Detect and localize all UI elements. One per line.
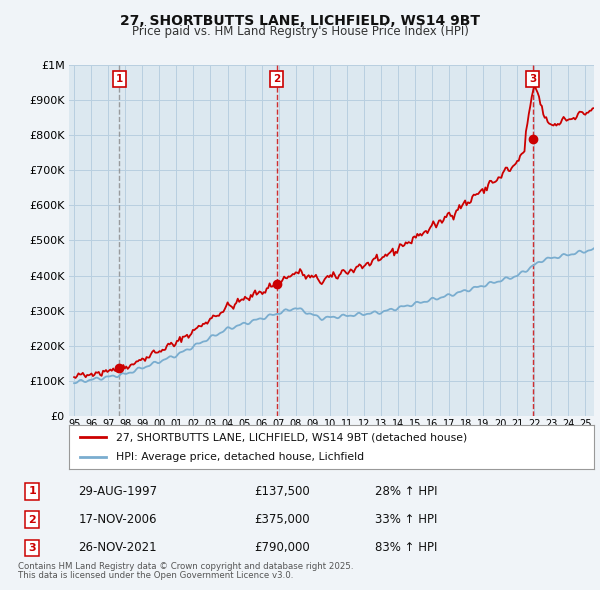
- Text: Contains HM Land Registry data © Crown copyright and database right 2025.: Contains HM Land Registry data © Crown c…: [18, 562, 353, 571]
- Text: 27, SHORTBUTTS LANE, LICHFIELD, WS14 9BT (detached house): 27, SHORTBUTTS LANE, LICHFIELD, WS14 9BT…: [116, 432, 467, 442]
- Text: 3: 3: [529, 74, 536, 84]
- Text: 26-NOV-2021: 26-NOV-2021: [78, 541, 157, 554]
- Text: 1: 1: [116, 74, 123, 84]
- Text: 3: 3: [28, 543, 36, 553]
- Text: 33% ↑ HPI: 33% ↑ HPI: [375, 513, 437, 526]
- Text: £790,000: £790,000: [254, 541, 310, 554]
- Text: £375,000: £375,000: [254, 513, 310, 526]
- Text: 2: 2: [273, 74, 280, 84]
- Text: 27, SHORTBUTTS LANE, LICHFIELD, WS14 9BT: 27, SHORTBUTTS LANE, LICHFIELD, WS14 9BT: [120, 14, 480, 28]
- Text: 28% ↑ HPI: 28% ↑ HPI: [375, 485, 437, 498]
- Text: 29-AUG-1997: 29-AUG-1997: [78, 485, 157, 498]
- Text: HPI: Average price, detached house, Lichfield: HPI: Average price, detached house, Lich…: [116, 452, 364, 461]
- Text: £137,500: £137,500: [254, 485, 310, 498]
- Text: 1: 1: [28, 487, 36, 496]
- Text: 83% ↑ HPI: 83% ↑ HPI: [375, 541, 437, 554]
- Text: 17-NOV-2006: 17-NOV-2006: [78, 513, 157, 526]
- Text: This data is licensed under the Open Government Licence v3.0.: This data is licensed under the Open Gov…: [18, 571, 293, 579]
- Text: 2: 2: [28, 514, 36, 525]
- Text: Price paid vs. HM Land Registry's House Price Index (HPI): Price paid vs. HM Land Registry's House …: [131, 25, 469, 38]
